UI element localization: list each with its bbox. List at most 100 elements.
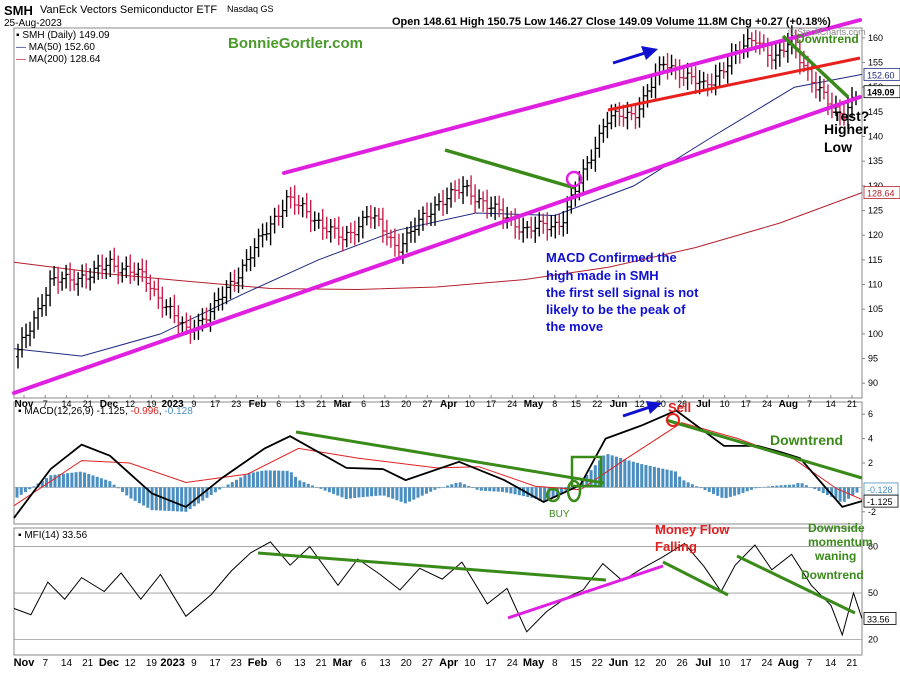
price-xtick-label: 10: [720, 399, 730, 409]
macd-histogram-bar: [560, 487, 564, 493]
mfi-xtick-label: 21: [316, 658, 328, 669]
macd-ytick-label: -2: [868, 507, 876, 517]
macd-histogram-bar: [792, 484, 796, 488]
macd-histogram-bar: [108, 481, 112, 488]
mfi-xtick-label: 7: [807, 658, 813, 669]
macd-histogram-bar: [382, 487, 386, 496]
mfi-xtick-label: 7: [42, 658, 48, 669]
price-xtick-label: 13: [295, 399, 305, 409]
macd-histogram-bar: [370, 487, 374, 497]
price-xtick-label: Dec: [100, 399, 119, 410]
mfi-xtick-label: 15: [570, 658, 582, 669]
price-xtick-label: Nov: [15, 399, 34, 410]
macd-histogram-bar: [213, 487, 217, 493]
macd-buy-box: [570, 455, 603, 488]
macd-histogram-bar: [348, 487, 352, 499]
macd-histogram-bar: [137, 487, 141, 504]
mfi-xtick-label: 24: [507, 658, 519, 669]
mfi-xtick-label: Apr: [439, 657, 459, 669]
macd-histogram-bar: [446, 485, 450, 488]
price-xtick-label: 17: [741, 399, 751, 409]
macd-ytick-label: 4: [868, 434, 873, 444]
macd-histogram-bar: [66, 473, 70, 488]
macd-histogram-bar: [517, 487, 521, 496]
macd-histogram-bar: [159, 487, 163, 511]
macd-histogram-bar: [264, 470, 268, 488]
macd-histogram-bar: [484, 487, 488, 491]
macd-histogram-bar: [825, 487, 829, 495]
macd-histogram-bar: [70, 472, 74, 488]
macd-histogram-bar: [686, 482, 690, 488]
macd-histogram-bar: [766, 486, 770, 488]
macd-histogram-bar: [855, 487, 859, 493]
channel-lower-line: [12, 95, 862, 395]
macd-histogram-bar: [412, 487, 416, 500]
macd-histogram-bar: [771, 486, 775, 488]
price-red-trendline: [607, 56, 861, 112]
price-xtick-label: 12: [125, 399, 135, 409]
price-xtick-label: Mar: [334, 399, 352, 410]
price-green-trendline-1: [444, 148, 576, 190]
macd-histogram-bar: [804, 485, 808, 488]
macd-histogram-bar: [847, 487, 851, 499]
mfi-xtick-label: Mar: [333, 657, 353, 669]
macd-histogram-bar: [707, 487, 711, 492]
price-xtick-label: 19: [146, 399, 156, 409]
macd-histogram-bar: [779, 485, 783, 488]
macd-histogram-bar: [142, 487, 146, 506]
macd-histogram-bar: [256, 471, 260, 488]
macd-histogram-bar: [184, 487, 188, 512]
security-name: VanEck Vectors Semiconductor ETF: [40, 4, 218, 16]
macd-histogram-bar: [260, 470, 264, 488]
price-blue-arrow-head: [641, 46, 658, 60]
price-ytick-label: 125: [868, 206, 883, 216]
price-xtick-label: 27: [422, 399, 432, 409]
price-ytick-label: 140: [868, 132, 883, 142]
price-ytick-label: 135: [868, 156, 883, 166]
macd-histogram-bar: [32, 486, 36, 488]
macd-histogram-bar: [614, 456, 618, 488]
macd-histogram-bar: [682, 480, 686, 488]
macd-histogram-bar: [234, 479, 238, 488]
mfi-xtick-label: Jul: [695, 657, 711, 669]
macd-histogram-bar: [627, 460, 631, 488]
mfi-xtick-label: Nov: [14, 657, 36, 669]
macd-histogram-bar: [167, 487, 171, 511]
macd-histogram-bar: [28, 487, 32, 490]
macd-histogram-bar: [720, 487, 724, 498]
macd-histogram-bar: [471, 487, 475, 488]
price-xtick-label: 7: [807, 399, 812, 409]
macd-histogram-bar: [450, 484, 454, 488]
mfi-xtick-label: 17: [740, 658, 752, 669]
macd-note-line-4: likely to be the peak of: [546, 302, 686, 317]
macd-histogram-bar: [23, 487, 27, 492]
legend-ma50: — MA(50) 152.60: [16, 42, 95, 53]
macd-histogram-bar: [323, 487, 327, 491]
macd-histogram-bar: [796, 483, 800, 488]
macd-histogram-bar: [226, 484, 230, 488]
macd-histogram-bar: [374, 487, 378, 496]
source-credit: © StockCharts.com: [788, 27, 866, 37]
macd-histogram-bar: [652, 466, 656, 488]
price-xtick-label: 17: [210, 399, 220, 409]
macd-histogram-bar: [787, 484, 791, 488]
macd-histogram-bar: [665, 469, 669, 488]
price-xtick-label: 23: [231, 399, 241, 409]
price-xtick-label: 21: [83, 399, 93, 409]
macd-histogram-bar: [513, 487, 517, 495]
price-ytick-label: 110: [868, 280, 882, 290]
macd-histogram-bar: [640, 464, 644, 488]
mfi-xtick-label: Aug: [778, 657, 799, 669]
macd-histogram-bar: [467, 486, 471, 488]
mfi-xtick-label: Dec: [99, 657, 119, 669]
macd-histogram-bar: [121, 487, 125, 492]
macd-histogram-bar: [298, 480, 302, 488]
macd-histogram-bar: [99, 478, 103, 488]
macd-histogram-bar: [462, 484, 466, 488]
macd-value-label: -0.128: [867, 485, 893, 495]
macd-histogram-bar: [821, 487, 825, 493]
mfi-line: [13, 541, 863, 637]
macd-histogram-bar: [197, 487, 201, 504]
price-ytick-label: 100: [868, 329, 883, 339]
